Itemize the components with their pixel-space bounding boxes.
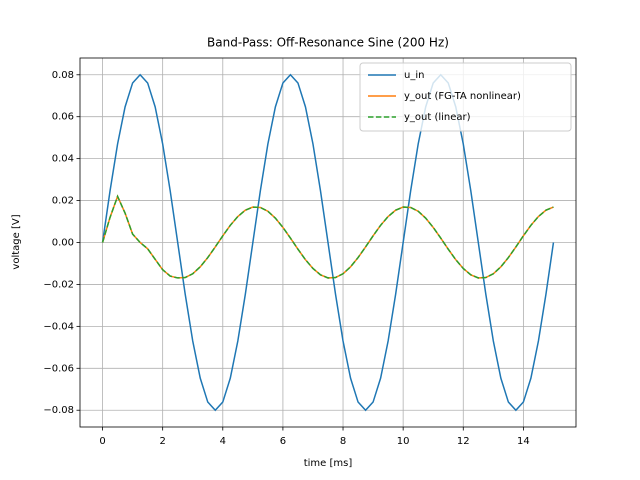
y-tick-label: 0.06 xyxy=(52,112,74,123)
series-line xyxy=(101,194,554,279)
x-tick-label: 2 xyxy=(159,436,165,447)
x-tick-label: 8 xyxy=(340,436,346,447)
y-tick-label: −0.04 xyxy=(43,321,74,332)
x-axis-label: time [ms] xyxy=(304,458,353,469)
y-tick-label: 0.08 xyxy=(52,70,74,81)
legend: u_in y_out (FG-TA nonlinear) y_out (linear… xyxy=(359,62,572,132)
y-tick-label: −0.06 xyxy=(43,363,74,374)
y-tick-label: 0.04 xyxy=(52,154,74,165)
series-line xyxy=(101,73,555,412)
legend-label: y_out (FG-TA nonlinear) xyxy=(404,91,521,102)
x-tick-label: 6 xyxy=(280,436,286,447)
x-tick-label: 10 xyxy=(397,436,410,447)
y-tick-label: −0.02 xyxy=(43,279,74,290)
x-tick-label: 14 xyxy=(517,436,530,447)
legend-label: y_out (linear) xyxy=(404,112,471,123)
x-tick-label: 4 xyxy=(220,436,226,447)
y-tick-label: −0.08 xyxy=(43,405,74,416)
y-tick-label: 0.00 xyxy=(52,238,74,249)
plot-frame xyxy=(79,57,577,428)
x-tick-label: 12 xyxy=(457,436,470,447)
legend-box xyxy=(359,62,572,132)
legend-label: u_in xyxy=(404,70,424,81)
y-tick-label: 0.02 xyxy=(52,196,74,207)
x-tick-label: 0 xyxy=(99,436,105,447)
chart-title: Band-Pass: Off-Resonance Sine (200 Hz) xyxy=(207,36,449,50)
y-axis-label: voltage [V] xyxy=(11,214,22,269)
series-line xyxy=(101,194,554,279)
